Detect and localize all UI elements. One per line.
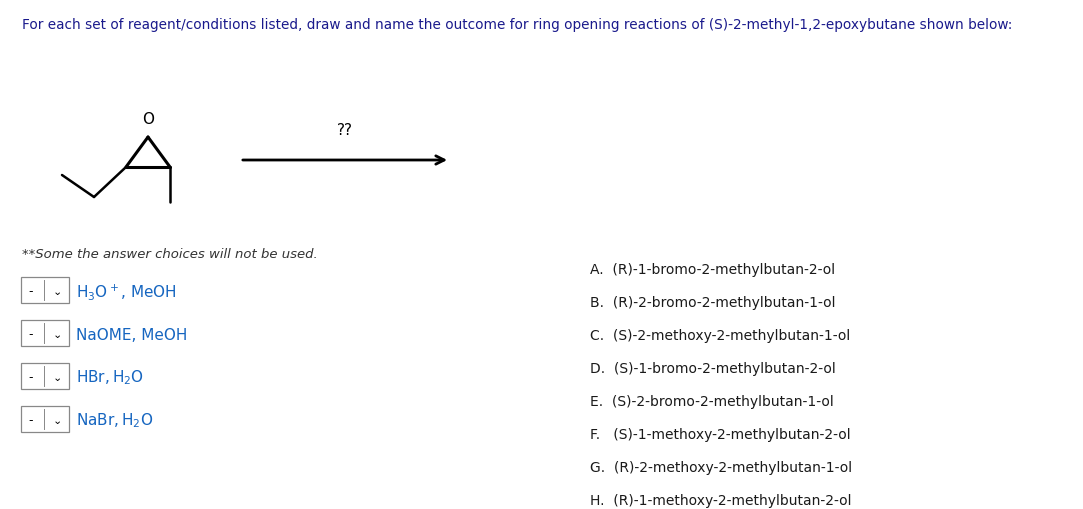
FancyBboxPatch shape	[21, 406, 69, 432]
Text: For each set of reagent/conditions listed, draw and name the outcome for ring op: For each set of reagent/conditions liste…	[22, 18, 1013, 32]
Text: A.  (R)-1-bromo-2-methylbutan-2-ol: A. (R)-1-bromo-2-methylbutan-2-ol	[590, 263, 835, 277]
Text: -: -	[29, 286, 34, 298]
Text: ⌄: ⌄	[52, 330, 62, 340]
Text: -: -	[29, 372, 34, 384]
Text: NaOME, MeOH: NaOME, MeOH	[76, 327, 187, 343]
Text: $\mathrm{NaBr, H_2O}$: $\mathrm{NaBr, H_2O}$	[76, 412, 154, 430]
Text: $\mathrm{H_3O^+}$, MeOH: $\mathrm{H_3O^+}$, MeOH	[76, 282, 177, 302]
Text: D.  (S)-1-bromo-2-methylbutan-2-ol: D. (S)-1-bromo-2-methylbutan-2-ol	[590, 362, 836, 376]
Text: ??: ??	[337, 123, 353, 138]
Text: ⌄: ⌄	[52, 416, 62, 426]
Text: -: -	[29, 414, 34, 428]
Text: -: -	[29, 328, 34, 342]
FancyBboxPatch shape	[21, 363, 69, 389]
Text: C.  (S)-2-methoxy-2-methylbutan-1-ol: C. (S)-2-methoxy-2-methylbutan-1-ol	[590, 329, 850, 343]
Text: ⌄: ⌄	[52, 287, 62, 297]
Text: H.  (R)-1-methoxy-2-methylbutan-2-ol: H. (R)-1-methoxy-2-methylbutan-2-ol	[590, 494, 851, 508]
Text: O: O	[142, 111, 154, 127]
Text: $\mathrm{HBr, H_2O}$: $\mathrm{HBr, H_2O}$	[76, 369, 144, 387]
Text: G.  (R)-2-methoxy-2-methylbutan-1-ol: G. (R)-2-methoxy-2-methylbutan-1-ol	[590, 461, 852, 475]
Text: **Some the answer choices will not be used.: **Some the answer choices will not be us…	[22, 248, 317, 261]
Text: E.  (S)-2-bromo-2-methylbutan-1-ol: E. (S)-2-bromo-2-methylbutan-1-ol	[590, 395, 834, 409]
Text: B.  (R)-2-bromo-2-methylbutan-1-ol: B. (R)-2-bromo-2-methylbutan-1-ol	[590, 296, 835, 310]
Text: F.   (S)-1-methoxy-2-methylbutan-2-ol: F. (S)-1-methoxy-2-methylbutan-2-ol	[590, 428, 850, 442]
FancyBboxPatch shape	[21, 277, 69, 303]
Text: ⌄: ⌄	[52, 373, 62, 383]
FancyBboxPatch shape	[21, 320, 69, 346]
